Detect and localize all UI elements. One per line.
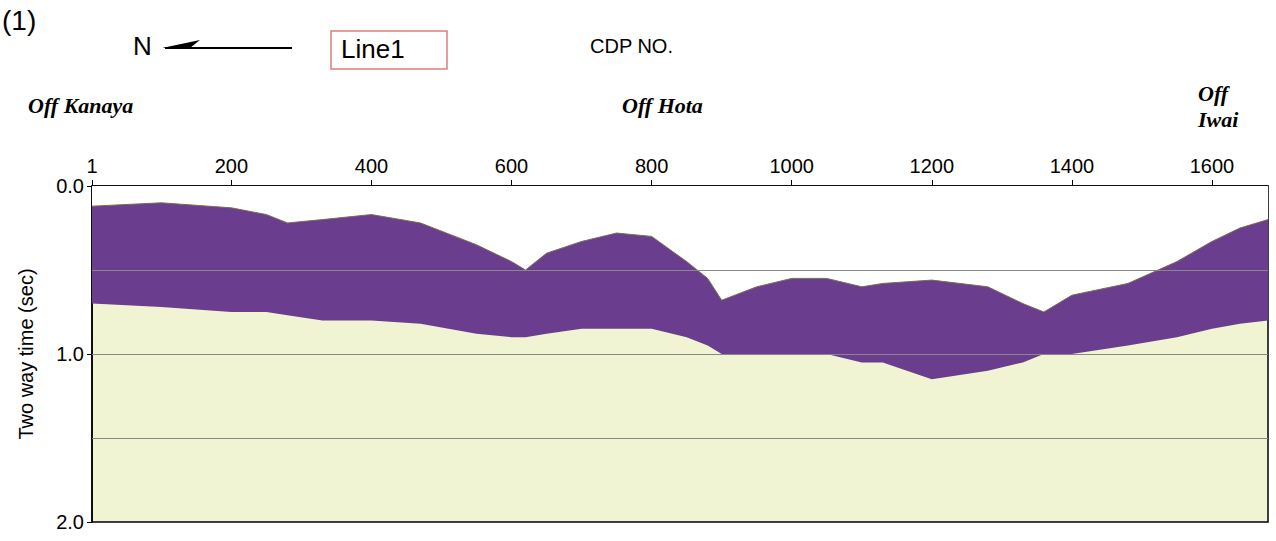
svg-text:1200: 1200	[910, 155, 955, 177]
svg-text:(1): (1)	[2, 5, 36, 36]
svg-text:CDP NO.: CDP NO.	[590, 35, 673, 57]
svg-text:1600: 1600	[1190, 155, 1235, 177]
svg-text:1.0: 1.0	[56, 343, 84, 365]
svg-text:Off Kanaya: Off Kanaya	[28, 93, 133, 118]
svg-text:400: 400	[355, 155, 388, 177]
svg-text:2.0: 2.0	[56, 511, 84, 533]
svg-text:1000: 1000	[769, 155, 814, 177]
svg-text:800: 800	[635, 155, 668, 177]
svg-text:Off Hota: Off Hota	[622, 93, 703, 118]
svg-text:Off: Off	[1198, 81, 1234, 106]
svg-text:Two way time (sec): Two way time (sec)	[15, 268, 37, 439]
svg-text:600: 600	[495, 155, 528, 177]
svg-text:Iwai: Iwai	[1197, 107, 1239, 132]
svg-text:N: N	[133, 31, 152, 61]
svg-text:0.0: 0.0	[56, 175, 84, 197]
svg-text:1400: 1400	[1050, 155, 1095, 177]
svg-text:200: 200	[215, 155, 248, 177]
svg-text:1: 1	[86, 155, 97, 177]
svg-text:Line1: Line1	[341, 34, 405, 64]
